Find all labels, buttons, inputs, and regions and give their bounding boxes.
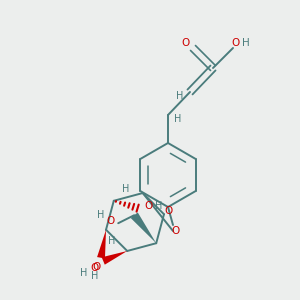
Polygon shape (131, 212, 156, 243)
Polygon shape (102, 251, 127, 265)
Text: O: O (90, 263, 98, 273)
Text: H: H (97, 210, 104, 220)
Text: H: H (107, 236, 115, 246)
Text: H: H (91, 271, 99, 281)
Text: H: H (174, 114, 182, 124)
Text: H: H (80, 268, 87, 278)
Text: O: O (165, 206, 173, 216)
Text: O: O (232, 38, 240, 48)
Text: H: H (242, 38, 250, 48)
Text: O: O (171, 226, 179, 236)
Text: O: O (145, 201, 153, 211)
Text: O: O (92, 262, 100, 272)
Text: O: O (106, 216, 114, 226)
Text: H: H (122, 184, 130, 194)
Text: H: H (176, 91, 184, 101)
Text: O: O (181, 38, 189, 48)
Polygon shape (97, 230, 106, 259)
Text: H: H (155, 201, 163, 211)
